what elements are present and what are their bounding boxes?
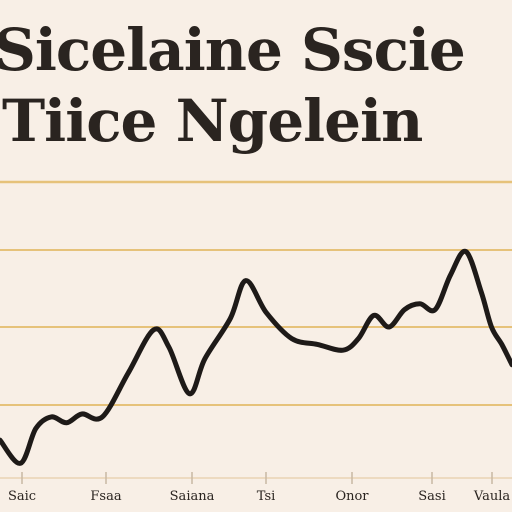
chart-series: [0, 248, 512, 466]
x-tick-label: Sasi: [418, 489, 446, 504]
x-tick-label: Saic: [8, 489, 36, 504]
x-tick-label: Onor: [335, 489, 369, 504]
x-tick-label: Saiana: [170, 489, 215, 504]
x-tick-label: Fsaa: [90, 489, 121, 504]
x-tick-label: Tsi: [257, 489, 276, 504]
gridlines: [0, 180, 512, 479]
x-axis-ticks: [21, 472, 493, 484]
chart-title-line-2: Tiice Ngelein: [2, 88, 423, 154]
x-tick-label: Vaula: [473, 489, 510, 504]
x-axis-tick-labels: Saic Fsaa Saiana Tsi Onor Sasi Vaula: [8, 489, 510, 504]
chart-title-line-1: Sicelaine Sscie: [0, 18, 466, 82]
series-line: [0, 248, 512, 466]
